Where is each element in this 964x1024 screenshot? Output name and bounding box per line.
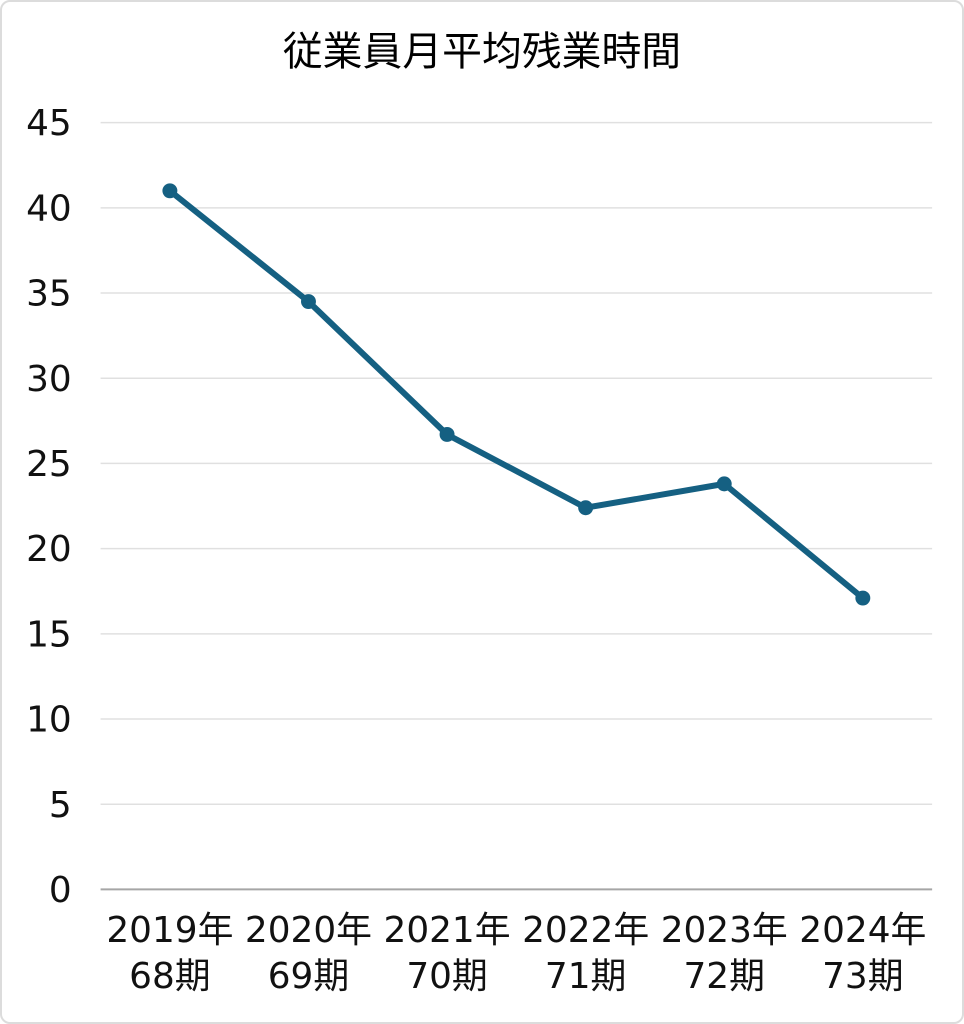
x-tick-label-year: 2020年	[245, 910, 372, 951]
data-point-marker	[439, 426, 455, 442]
data-point-marker	[855, 590, 871, 606]
x-tick-label-period: 68期	[129, 956, 210, 997]
x-tick-label-period: 73期	[822, 956, 903, 997]
x-tick-label-year: 2023年	[661, 910, 788, 951]
y-tick-label: 15	[26, 614, 72, 655]
y-tick-label: 35	[26, 274, 72, 315]
x-tick-label-year: 2021年	[384, 910, 511, 951]
x-tick-label-year: 2024年	[799, 910, 926, 951]
data-point-marker	[716, 476, 732, 492]
x-tick-label-period: 71期	[545, 956, 626, 997]
y-tick-label: 30	[26, 359, 72, 400]
y-tick-label: 0	[49, 870, 72, 911]
x-tick-label-period: 72期	[684, 956, 765, 997]
y-tick-label: 40	[26, 188, 72, 229]
data-point-marker	[162, 183, 178, 199]
y-tick-label: 5	[49, 785, 72, 826]
x-tick-label-period: 69期	[268, 956, 349, 997]
y-tick-label: 20	[26, 529, 72, 570]
x-tick-label-year: 2022年	[522, 910, 649, 951]
data-point-marker	[578, 500, 594, 516]
data-point-marker	[301, 294, 316, 310]
y-tick-label: 25	[26, 444, 72, 485]
trend-line	[166, 187, 866, 602]
y-tick-label: 10	[26, 700, 72, 741]
y-tick-label: 45	[26, 103, 72, 144]
plot-area: 0 5 10 15 20 25 30 35 40 45 2019年 68期 2020年 69期 2021年 7…	[26, 103, 933, 997]
chart-title: 従業員月平均残業時間	[283, 29, 681, 75]
x-tick-label-year: 2019年	[106, 910, 233, 951]
x-tick-label-period: 70期	[406, 956, 487, 997]
